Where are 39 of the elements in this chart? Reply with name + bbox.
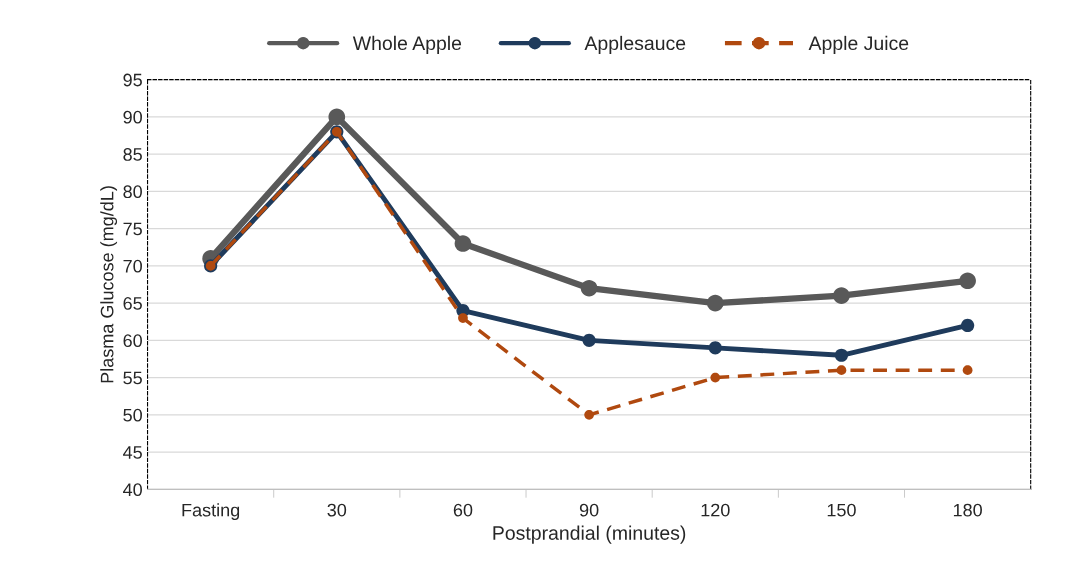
- point: [580, 279, 598, 297]
- x-tick-label: 180: [953, 503, 982, 517]
- x-tick-label: 30: [327, 503, 347, 517]
- y-tick-label: 75: [123, 222, 142, 236]
- y-tick-label: 70: [123, 259, 142, 273]
- x-tick-label: Fasting: [182, 503, 240, 521]
- point: [706, 294, 724, 312]
- point: [458, 313, 468, 323]
- y-tick-label: 65: [123, 297, 142, 310]
- legend-label: Whole Apple: [352, 35, 462, 54]
- point: [454, 235, 472, 252]
- y-tick-label: 55: [123, 371, 142, 385]
- y-tick-label: 80: [123, 185, 142, 199]
- y-axis-title: Plasma Glucose (mg/dL): [100, 186, 118, 383]
- point: [836, 365, 847, 376]
- y-tick-label: 85: [123, 148, 142, 161]
- y-tick-label: 50: [123, 408, 142, 422]
- y-tick-label: 90: [123, 110, 142, 124]
- x-tick-label: 150: [827, 503, 856, 517]
- point: [584, 409, 594, 420]
- point: [708, 341, 722, 355]
- legend-label: Apple Juice: [808, 35, 909, 54]
- point: [582, 333, 596, 347]
- x-tick-label: 90: [579, 503, 599, 517]
- point: [959, 272, 976, 290]
- y-tick-label: 95: [123, 73, 142, 87]
- point: [710, 372, 721, 383]
- legend-label: Applesauce: [584, 35, 686, 54]
- point: [833, 287, 850, 305]
- x-tick-label: 120: [701, 503, 730, 517]
- point: [962, 365, 973, 376]
- x-axis-title: Postprandial (minutes): [493, 525, 686, 544]
- point: [834, 348, 849, 362]
- point: [961, 318, 975, 333]
- y-tick-label: 60: [123, 334, 142, 348]
- y-tick-label: 40: [123, 483, 142, 497]
- y-tick-label: 45: [123, 446, 142, 459]
- point: [328, 108, 346, 126]
- x-tick-label: 60: [453, 503, 473, 517]
